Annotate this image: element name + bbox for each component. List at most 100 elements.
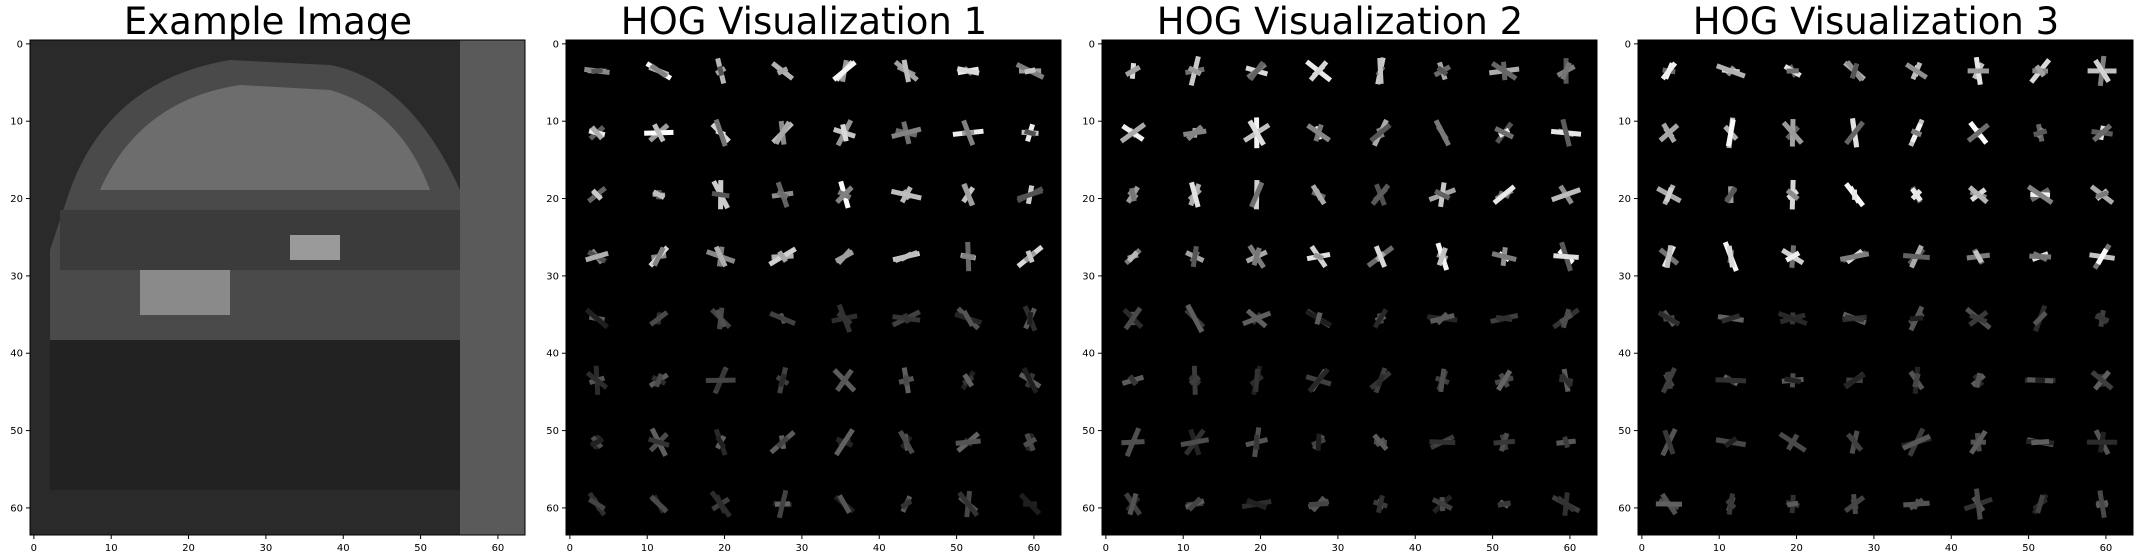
hog-stroke	[778, 373, 788, 388]
hog-stroke	[890, 188, 922, 201]
hog-stroke	[836, 248, 853, 265]
y-tick-label: 30	[10, 271, 23, 282]
y-tick-label: 40	[546, 349, 559, 360]
hog-stroke	[1785, 188, 1800, 202]
hog-stroke	[585, 250, 609, 263]
hog-stroke	[776, 435, 790, 449]
hog-stroke	[2031, 439, 2050, 446]
hog-stroke	[776, 489, 789, 519]
panel-hog-visualization-3: HOG Visualization 3 0 10 20 30 40 50 60 0 10 20 30…	[1608, 0, 2144, 560]
hog-stroke	[1429, 439, 1456, 446]
hog-stroke	[1562, 436, 1570, 449]
hog-stroke	[1185, 303, 1205, 334]
hog-stroke	[2026, 184, 2054, 205]
axes-frame	[565, 39, 1062, 536]
x-tick-label: 60	[1028, 543, 1041, 554]
hog-stroke	[1369, 123, 1392, 143]
hog-stroke	[1553, 253, 1579, 260]
x-tick-label: 30	[260, 543, 273, 554]
x-tick-label: 50	[2022, 543, 2035, 554]
hog-stroke	[1966, 122, 1990, 143]
hog-stroke	[652, 189, 666, 200]
axes-frame	[1637, 39, 2134, 536]
hog-stroke	[1664, 244, 1674, 269]
x-tick-label: 0	[1639, 543, 1645, 554]
hog-stroke	[2094, 313, 2110, 324]
hog-stroke	[649, 310, 669, 327]
hog-stroke	[1373, 245, 1387, 268]
hog-stroke	[1127, 492, 1139, 516]
hog-stroke	[709, 490, 732, 518]
x-tick-label: 20	[1790, 543, 1803, 554]
hog-stroke	[1560, 61, 1572, 81]
y-tick-label: 50	[10, 426, 23, 437]
hog-stroke	[1128, 374, 1138, 386]
y-tick-label: 10	[546, 117, 559, 128]
hog-stroke	[1023, 128, 1037, 137]
hog-image	[566, 40, 1061, 535]
hog-stroke	[776, 66, 789, 76]
panel-hog-visualization-2: HOG Visualization 2 0 10 20 30 40 50 60 0 10 20 30…	[1072, 0, 1608, 560]
hog-stroke	[2095, 247, 2109, 266]
hog-stroke	[1850, 498, 1859, 511]
x-tick-label: 10	[1713, 543, 1726, 554]
y-tick-label: 60	[1618, 503, 1631, 514]
hog-stroke	[652, 246, 666, 267]
y-tick-label: 60	[10, 503, 23, 514]
hog-stroke	[1372, 433, 1389, 452]
y-tick-label: 20	[546, 194, 559, 205]
hog-stroke	[1372, 187, 1388, 203]
hog-stroke	[1025, 249, 1035, 264]
hog-stroke	[716, 65, 725, 77]
hog-stroke	[1307, 367, 1330, 394]
panel-hog-visualization-1: HOG Visualization 1 0 10 20 30 40 50 60 0 10 20 30…	[536, 0, 1072, 560]
hog-stroke	[2034, 64, 2046, 78]
y-tick-label: 40	[10, 349, 23, 360]
image-axes: 0 10 20 30 40 50 60 0 10 20 30 40 50 60	[1082, 39, 1598, 554]
hog-stroke	[1124, 427, 1142, 458]
hog-stroke	[590, 125, 604, 141]
hog-stroke	[2095, 190, 2109, 200]
image-axes: 0 10 20 30 40 50 60 0 10 20 30 40 50 60	[1618, 39, 2134, 554]
hog-image	[1638, 40, 2133, 535]
hog-stroke	[836, 303, 853, 334]
photo-shape	[140, 270, 230, 315]
hog-stroke	[1314, 311, 1323, 325]
hog-stroke	[1127, 250, 1139, 263]
hog-stroke	[585, 370, 609, 390]
x-tick-label: 30	[1868, 543, 1881, 554]
hog-stroke	[1786, 500, 1799, 508]
hog-stroke	[2032, 251, 2049, 263]
hog-stroke	[649, 494, 669, 514]
y-tick-label: 20	[1618, 194, 1631, 205]
axes-frame	[1101, 39, 1598, 536]
hog-stroke	[1661, 122, 1677, 144]
hog-stroke	[902, 312, 911, 324]
y-tick-label: 60	[1082, 503, 1095, 514]
hog-stroke	[1560, 118, 1572, 147]
x-tick-label: 20	[182, 543, 195, 554]
hog-stroke	[1657, 310, 1681, 327]
hog-stroke	[1660, 61, 1678, 81]
hog-stroke	[837, 494, 852, 514]
hog-stroke	[1715, 63, 1746, 79]
hog-stroke	[1902, 253, 1930, 261]
hog-stroke	[1849, 62, 1860, 80]
hog-stroke	[1026, 311, 1034, 325]
hog-image	[1102, 40, 1597, 535]
hog-stroke	[769, 311, 796, 326]
hog-stroke	[652, 123, 666, 143]
hog-stroke	[1785, 250, 1801, 263]
hog-stroke	[2035, 377, 2046, 384]
hog-stroke	[1247, 119, 1266, 147]
hog-stroke	[1313, 252, 1325, 261]
hog-stroke	[1972, 249, 1984, 264]
hog-stroke	[1490, 61, 1518, 81]
hog-stroke	[2035, 494, 2046, 514]
hog-stroke	[1245, 308, 1268, 329]
hog-stroke	[1246, 497, 1268, 511]
hog-stroke	[1910, 188, 1923, 201]
hog-stroke	[1715, 377, 1747, 384]
hog-stroke	[2093, 58, 2111, 83]
hog-stroke	[1182, 128, 1207, 138]
